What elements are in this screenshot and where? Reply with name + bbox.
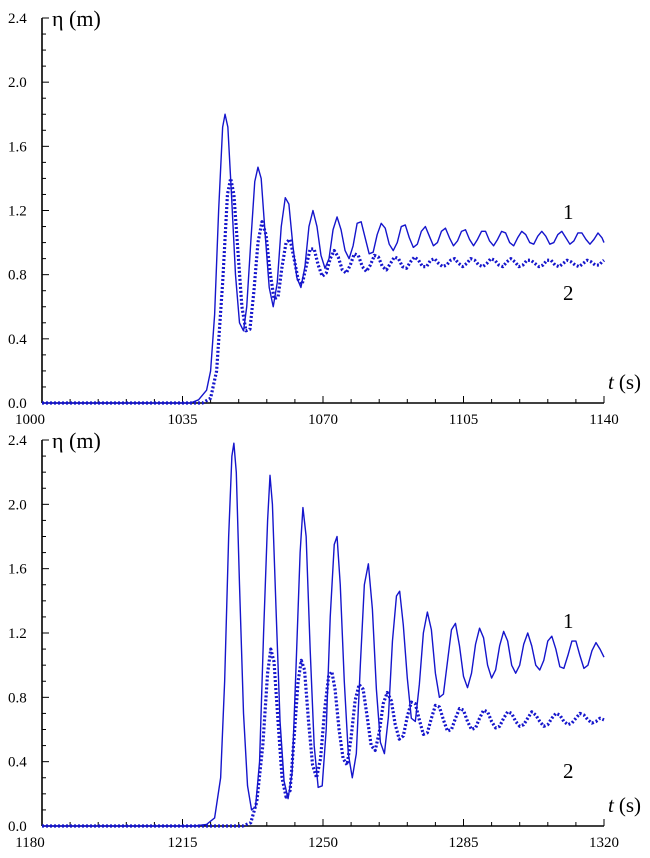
y-tick-label: 0.8 xyxy=(8,690,27,706)
x-tick-label: 1320 xyxy=(589,835,619,851)
series-1-line xyxy=(42,113,605,404)
y-tick-label: 0.8 xyxy=(8,268,27,284)
y-tick-label: 2.0 xyxy=(8,75,27,91)
x-tick-label: 1070 xyxy=(308,412,338,428)
y-tick-label: 0.0 xyxy=(8,819,27,835)
x-tick-label: 1000 xyxy=(15,412,45,428)
y-axis-title: η (m) xyxy=(52,428,101,453)
panel-bottom: 0.0 0.4 0.8 1.2 1.6 2.0 2.4 1180 1215 1250 1285 132… xyxy=(8,428,641,851)
y-tick-label: 0.0 xyxy=(8,396,27,412)
y-tick-label: 2.0 xyxy=(8,497,27,513)
x-tick-label: 1140 xyxy=(589,412,618,428)
y-tick-label: 2.4 xyxy=(8,433,27,449)
x-axis-title: t (s) xyxy=(608,793,641,817)
series-1-label: 1 xyxy=(563,200,574,224)
series-1-label: 1 xyxy=(563,609,574,633)
y-tick-label: 2.4 xyxy=(8,11,27,27)
y-tick-label: 1.6 xyxy=(8,139,27,155)
series-2-line xyxy=(42,176,605,405)
x-axis-unit: (s) xyxy=(619,370,641,394)
y-tick-label: 1.2 xyxy=(8,626,27,642)
y-axis-title: η (m) xyxy=(52,6,101,31)
x-axis-title: t (s) xyxy=(608,370,641,394)
x-tick-label: 1215 xyxy=(168,835,198,851)
series-2-label: 2 xyxy=(563,759,574,783)
series-1-line xyxy=(42,442,605,827)
x-tick-label: 1250 xyxy=(308,835,338,851)
series-2-label: 2 xyxy=(563,281,574,305)
series-2-line xyxy=(42,647,605,828)
x-tick-label: 1180 xyxy=(15,835,44,851)
y-tick-label: 0.4 xyxy=(8,755,27,771)
y-tick-label: 1.2 xyxy=(8,204,27,220)
x-tick-label: 1105 xyxy=(449,412,478,428)
x-axis-variable: t xyxy=(608,370,615,394)
x-tick-label: 1285 xyxy=(449,835,479,851)
y-tick-label: 1.6 xyxy=(8,562,27,578)
x-axis-variable: t xyxy=(608,793,615,817)
panel-top: 0.0 0.4 0.8 1.2 1.6 2.0 2.4 1000 1035 1070 1105 114… xyxy=(8,6,641,428)
x-tick-label: 1035 xyxy=(168,412,198,428)
x-axis-unit: (s) xyxy=(619,793,641,817)
y-tick-label: 0.4 xyxy=(8,332,27,348)
